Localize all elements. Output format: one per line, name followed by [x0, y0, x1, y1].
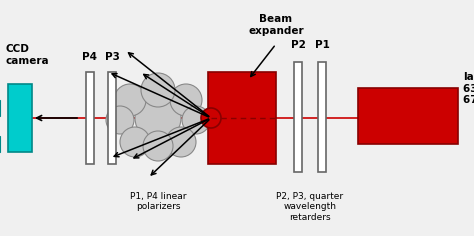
Ellipse shape: [106, 106, 134, 134]
Text: P1, P4 linear
polarizers: P1, P4 linear polarizers: [130, 192, 186, 211]
Text: Beam
expander: Beam expander: [248, 14, 304, 36]
Ellipse shape: [201, 108, 221, 128]
Text: P2: P2: [291, 40, 305, 50]
Ellipse shape: [120, 127, 150, 157]
Bar: [358, 88, 458, 144]
Ellipse shape: [166, 127, 196, 157]
Ellipse shape: [135, 95, 181, 141]
Ellipse shape: [170, 84, 202, 116]
Text: P3: P3: [105, 52, 119, 62]
Ellipse shape: [143, 131, 173, 161]
Ellipse shape: [141, 73, 175, 107]
Bar: [294, 62, 302, 172]
Bar: [108, 72, 116, 164]
Text: CCD
camera: CCD camera: [6, 44, 50, 66]
Ellipse shape: [182, 106, 210, 134]
Bar: [86, 72, 94, 164]
Bar: [208, 72, 276, 164]
Text: laser
635 nm
670 nm: laser 635 nm 670 nm: [463, 72, 474, 105]
Ellipse shape: [114, 84, 146, 116]
Bar: [8, 84, 32, 152]
Bar: [318, 62, 326, 172]
Text: P1: P1: [315, 40, 329, 50]
Text: P4: P4: [82, 52, 98, 62]
Text: P2, P3, quarter
wavelength
retarders: P2, P3, quarter wavelength retarders: [276, 192, 344, 222]
